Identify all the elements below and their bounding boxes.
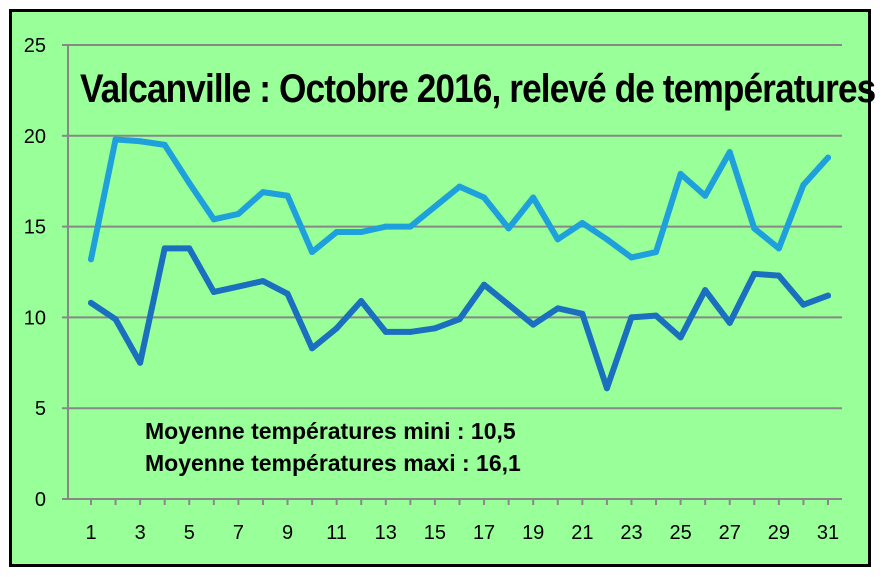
data-point-series-2 [677, 334, 684, 341]
data-point-series-1 [554, 236, 561, 243]
data-point-series-2 [333, 325, 340, 332]
data-point-series-1 [751, 225, 758, 232]
data-point-series-1 [259, 189, 266, 196]
data-point-series-1 [186, 180, 193, 187]
data-point-series-1 [702, 192, 709, 199]
x-tick-label: 29 [768, 522, 790, 544]
y-tick-label: 25 [24, 35, 46, 57]
x-tick-label: 15 [424, 522, 446, 544]
data-point-series-2 [235, 283, 242, 290]
data-point-series-2 [775, 272, 782, 279]
y-tick-label: 5 [35, 398, 46, 420]
y-tick-label: 0 [35, 489, 46, 511]
data-point-series-2 [800, 301, 807, 308]
data-point-series-1 [628, 254, 635, 261]
data-point-series-2 [137, 359, 144, 366]
x-tick-label: 3 [135, 522, 146, 544]
data-point-series-1 [309, 249, 316, 256]
x-tick-label: 31 [817, 522, 839, 544]
x-tick-label: 25 [669, 522, 691, 544]
x-tick-label: 27 [719, 522, 741, 544]
data-point-series-1 [530, 194, 537, 201]
data-point-series-1 [505, 225, 512, 232]
x-tick-label: 21 [571, 522, 593, 544]
data-point-series-2 [751, 270, 758, 277]
data-point-series-1 [358, 229, 365, 236]
gridlines [68, 44, 842, 410]
x-tick-label: 5 [184, 522, 195, 544]
data-point-series-1 [210, 216, 217, 223]
data-point-series-1 [112, 136, 119, 143]
data-point-series-1 [677, 170, 684, 177]
x-tick-label: 11 [326, 522, 347, 544]
data-point-series-1 [726, 149, 733, 156]
y-tick-label: 10 [24, 307, 46, 329]
y-tick-label: 20 [24, 126, 46, 148]
average-max-annotation: Moyenne températures maxi : 16,1 [145, 450, 521, 476]
data-point-series-1 [88, 256, 94, 263]
data-point-series-1 [579, 219, 586, 226]
data-point-series-2 [161, 245, 168, 252]
data-point-series-2 [505, 301, 512, 308]
data-point-series-2 [309, 345, 316, 352]
data-point-series-2 [481, 281, 488, 288]
data-point-series-2 [726, 319, 733, 326]
chart-title: Valcanville : Octobre 2016, relevé de te… [80, 67, 876, 111]
data-point-series-1 [800, 181, 807, 188]
data-point-series-1 [431, 203, 438, 210]
x-tick-label: 23 [620, 522, 642, 544]
data-point-series-2 [431, 325, 438, 332]
data-point-series-1 [603, 236, 610, 243]
x-tick-label: 9 [282, 522, 293, 544]
data-point-series-2 [579, 310, 586, 317]
data-point-series-2 [456, 316, 463, 323]
data-point-series-2 [112, 316, 119, 323]
average-min-annotation: Moyenne températures mini : 10,5 [145, 418, 516, 444]
data-point-series-1 [653, 249, 660, 256]
data-point-series-2 [628, 314, 635, 321]
data-point-series-1 [775, 245, 782, 252]
data-point-series-1 [161, 141, 168, 148]
data-point-series-1 [382, 223, 389, 230]
data-point-series-2 [530, 321, 537, 328]
data-point-series-2 [259, 278, 266, 285]
data-point-series-2 [186, 245, 193, 252]
data-point-series-2 [603, 385, 610, 392]
data-point-series-2 [358, 298, 365, 305]
data-point-series-1 [481, 194, 488, 201]
x-tick-label: 13 [375, 522, 397, 544]
series-lines [88, 136, 831, 392]
data-point-series-1 [456, 183, 463, 190]
x-tick-label: 1 [85, 522, 96, 544]
data-point-series-2 [702, 287, 709, 294]
data-point-series-1 [235, 210, 242, 217]
data-point-series-1 [137, 138, 144, 145]
axes [62, 44, 842, 505]
data-point-series-2 [653, 312, 660, 319]
x-tick-label: 7 [233, 522, 244, 544]
data-point-series-1 [284, 192, 291, 199]
data-point-series-2 [210, 288, 217, 295]
data-point-series-2 [407, 328, 414, 335]
chart-frame: 0 5 10 15 20 25 1 3 5 7 9 11 13 15 17 19 21 23 25 27 29 31 Va… [9, 9, 876, 567]
x-tick-label: 19 [522, 522, 544, 544]
y-tick-label: 15 [24, 217, 46, 239]
data-point-series-2 [825, 292, 831, 299]
data-point-series-1 [407, 223, 414, 230]
data-point-series-2 [554, 305, 561, 312]
data-point-series-1 [825, 154, 831, 161]
x-tick-label: 17 [473, 522, 495, 544]
data-point-series-2 [284, 290, 291, 297]
data-point-series-2 [382, 328, 389, 335]
data-point-series-2 [88, 299, 94, 306]
series-line-1 [88, 136, 831, 263]
data-point-series-1 [333, 229, 340, 236]
